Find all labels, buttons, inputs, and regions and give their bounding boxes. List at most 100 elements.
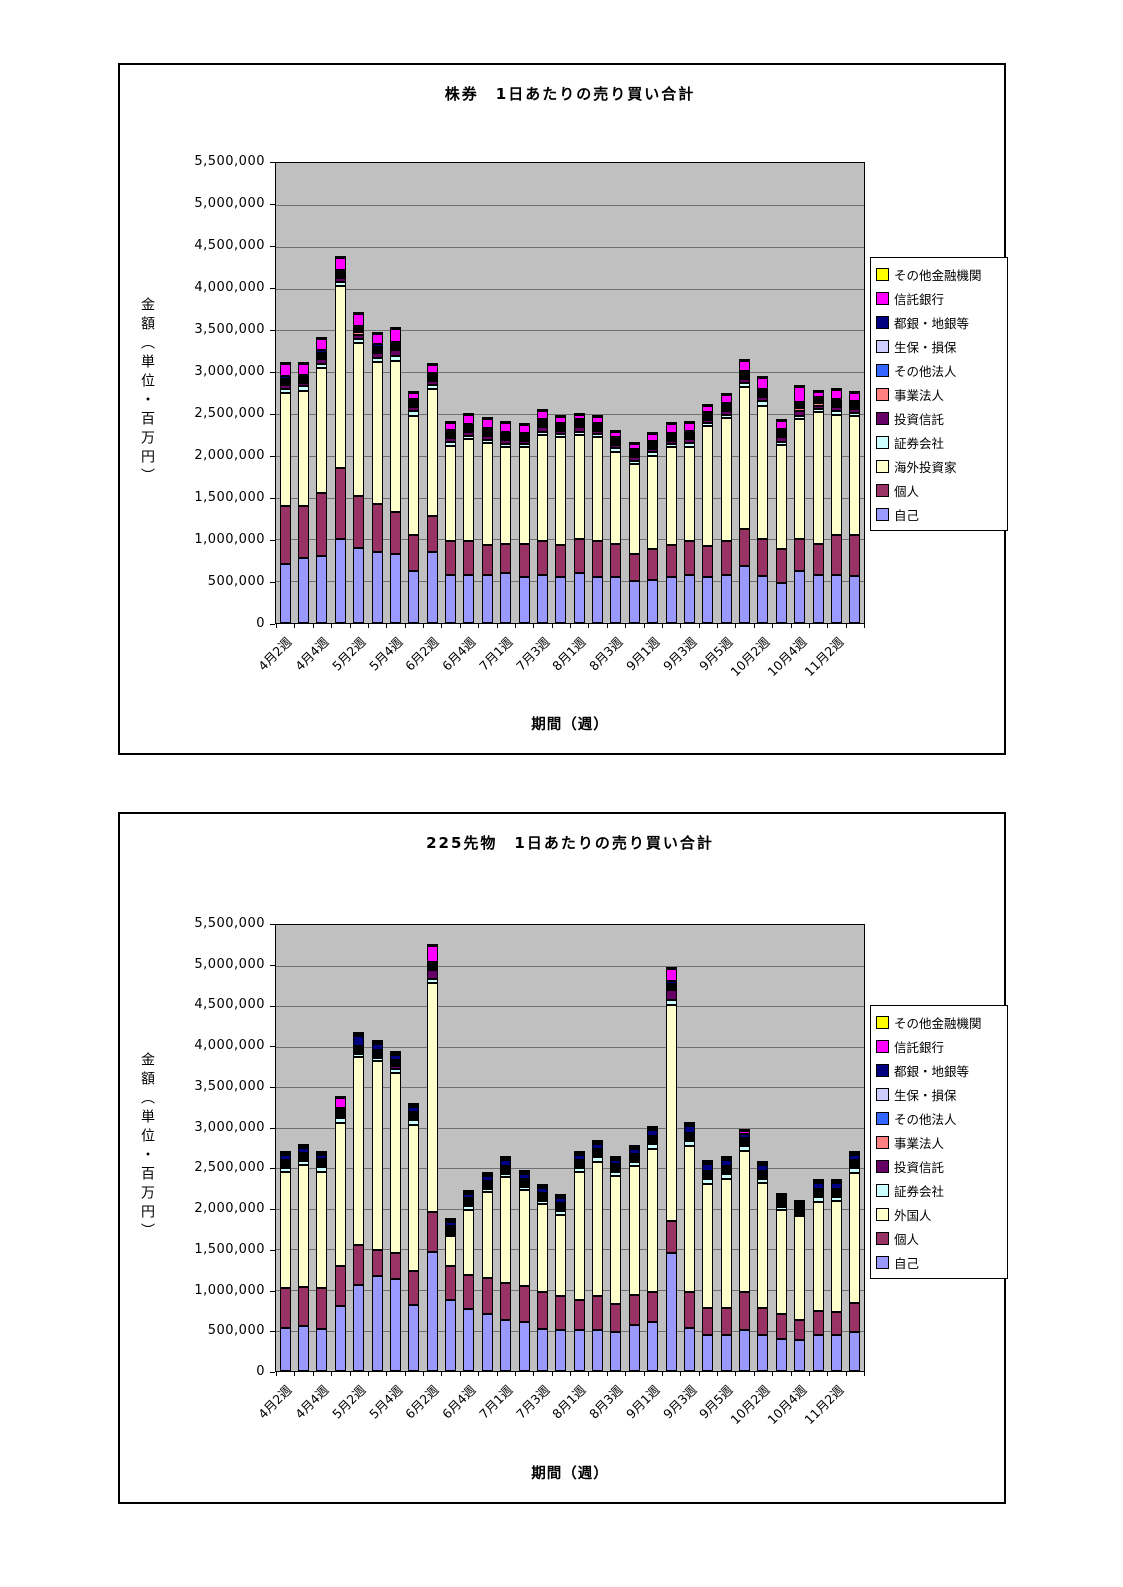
bar-segment-投資信託 bbox=[536, 1198, 548, 1201]
x-category-label: 7月3週 bbox=[512, 1382, 553, 1422]
bar-segment-個人 bbox=[757, 538, 769, 577]
bar-6月5週 bbox=[481, 417, 493, 623]
bar-segment-自己 bbox=[481, 574, 493, 623]
bar-segment-信託銀行 bbox=[628, 1146, 640, 1149]
bar-segment-投資信託 bbox=[812, 1195, 824, 1198]
bar-segment-事業法人 bbox=[573, 425, 585, 428]
bar-segment-自己 bbox=[500, 572, 512, 623]
bar-segment-その他金融機関 bbox=[757, 376, 769, 379]
y-axis-title: 金額（単位・百万円） bbox=[139, 297, 155, 487]
bar-segment-自己 bbox=[463, 1309, 475, 1371]
gridline bbox=[276, 581, 864, 583]
bar-segment-生保・損保 bbox=[353, 1045, 365, 1048]
bar-6月4週 bbox=[463, 1190, 475, 1371]
bar-segment-その他法人 bbox=[445, 1227, 457, 1230]
legend-swatch-icon bbox=[876, 1183, 889, 1197]
x-tick-mark bbox=[772, 624, 774, 628]
bar-segment-証券会社 bbox=[518, 444, 530, 448]
legend-swatch-icon bbox=[876, 315, 889, 329]
bar-segment-生保・損保 bbox=[279, 378, 291, 381]
bar-segment-都銀・地銀等 bbox=[794, 401, 806, 405]
x-tick-mark bbox=[294, 624, 296, 628]
bar-segment-事業法人 bbox=[316, 356, 328, 359]
bar-8月1週 bbox=[573, 1151, 585, 1371]
bar-segment-その他金融機関 bbox=[647, 1126, 659, 1129]
bar-segment-都銀・地銀等 bbox=[647, 1130, 659, 1136]
y-tick-label: 5,500,000 bbox=[194, 154, 265, 169]
y-tick-mark bbox=[270, 414, 275, 415]
bar-9月1週 bbox=[647, 431, 659, 623]
bar-segment-その他金融機関 bbox=[812, 1179, 824, 1181]
bar-segment-外国人 bbox=[573, 1172, 585, 1300]
bar-segment-海外投資家 bbox=[830, 414, 842, 536]
x-tick-mark bbox=[790, 624, 792, 628]
bar-segment-外国人 bbox=[481, 1191, 493, 1278]
x-tick-mark bbox=[790, 1372, 792, 1376]
y-tick-label: 1,500,000 bbox=[194, 490, 265, 505]
legend-swatch-icon bbox=[876, 483, 889, 497]
bar-segment-自己 bbox=[298, 1326, 310, 1371]
bar-segment-事業法人 bbox=[739, 376, 751, 379]
bar-7月1週 bbox=[500, 420, 512, 623]
bar-segment-外国人 bbox=[610, 1176, 622, 1304]
bar-segment-その他金融機関 bbox=[794, 1199, 806, 1202]
bar-segment-生保・損保 bbox=[610, 1164, 622, 1167]
bar-segment-投資信託 bbox=[739, 1143, 751, 1146]
bar-segment-自己 bbox=[463, 575, 475, 623]
bar-segment-外国人 bbox=[353, 1057, 365, 1245]
bar-segment-その他法人 bbox=[353, 1047, 365, 1050]
x-tick-mark bbox=[735, 624, 737, 628]
bar-segment-個人 bbox=[500, 543, 512, 573]
bar-segment-その他法人 bbox=[610, 440, 622, 443]
legend-item-海外投資家: 海外投資家 bbox=[876, 454, 1005, 478]
y-tick-label: 0 bbox=[256, 1364, 265, 1379]
bar-segment-その他法人 bbox=[573, 423, 585, 426]
y-tick-label: 4,500,000 bbox=[194, 238, 265, 253]
legend-swatch-icon bbox=[876, 507, 889, 521]
bar-segment-個人 bbox=[555, 545, 567, 577]
bar-segment-生保・損保 bbox=[316, 1159, 328, 1162]
x-tick-mark bbox=[533, 1372, 535, 1376]
bar-segment-都銀・地銀等 bbox=[757, 1165, 769, 1171]
legend-item-自己: 自己 bbox=[876, 1250, 1005, 1274]
bar-segment-投資信託 bbox=[518, 440, 530, 445]
legend-swatch-icon bbox=[876, 411, 889, 425]
legend-label: その他金融機関 bbox=[894, 267, 982, 283]
bar-segment-証券会社 bbox=[536, 431, 548, 435]
x-tick-mark bbox=[423, 624, 424, 628]
bar-segment-生保・損保 bbox=[592, 424, 604, 427]
bar-segment-証券会社 bbox=[426, 978, 438, 984]
bar-segment-その他金融機関 bbox=[389, 327, 401, 330]
bar-segment-投資信託 bbox=[647, 449, 659, 453]
bar-segment-個人 bbox=[610, 543, 622, 577]
bar-segment-信託銀行 bbox=[812, 1181, 824, 1183]
bar-segment-信託銀行 bbox=[481, 1173, 493, 1176]
bar-segment-都銀・地銀等 bbox=[739, 370, 751, 373]
bar-segment-個人 bbox=[720, 541, 732, 576]
bar-segment-証券会社 bbox=[298, 1161, 310, 1166]
x-category-label: 10月2週 bbox=[727, 634, 773, 680]
bar-segment-その他法人 bbox=[389, 346, 401, 349]
bar-5月2週 bbox=[353, 1032, 365, 1371]
bar-segment-その他法人 bbox=[279, 1161, 291, 1164]
bar-10月4週 bbox=[794, 385, 806, 623]
bar-segment-都銀・地銀等 bbox=[500, 1160, 512, 1166]
bar-segment-都銀・地銀等 bbox=[830, 398, 842, 401]
bar-segment-証券会社 bbox=[500, 444, 512, 448]
bar-segment-事業法人 bbox=[665, 987, 677, 990]
bar-segment-事業法人 bbox=[720, 408, 732, 411]
bar-9月5週 bbox=[720, 393, 732, 623]
bar-segment-海外投資家 bbox=[812, 412, 824, 545]
bar-segment-海外投資家 bbox=[353, 342, 365, 496]
x-tick-mark bbox=[349, 1372, 351, 1376]
futures-chart-frame: 225先物 1日あたりの売り買い合計 金額（単位・百万円） 期間（週） その他金… bbox=[118, 812, 1008, 1504]
bar-segment-信託銀行 bbox=[445, 1219, 457, 1222]
legend-label: 生保・損保 bbox=[894, 1087, 957, 1103]
bar-segment-個人 bbox=[334, 468, 346, 540]
bar-segment-海外投資家 bbox=[518, 447, 530, 544]
bar-segment-信託銀行 bbox=[500, 422, 512, 432]
bar-segment-その他金融機関 bbox=[353, 1032, 365, 1035]
bar-segment-その他金融機関 bbox=[426, 362, 438, 365]
y-tick-mark bbox=[270, 1168, 275, 1170]
bar-segment-生保・損保 bbox=[812, 1189, 824, 1192]
